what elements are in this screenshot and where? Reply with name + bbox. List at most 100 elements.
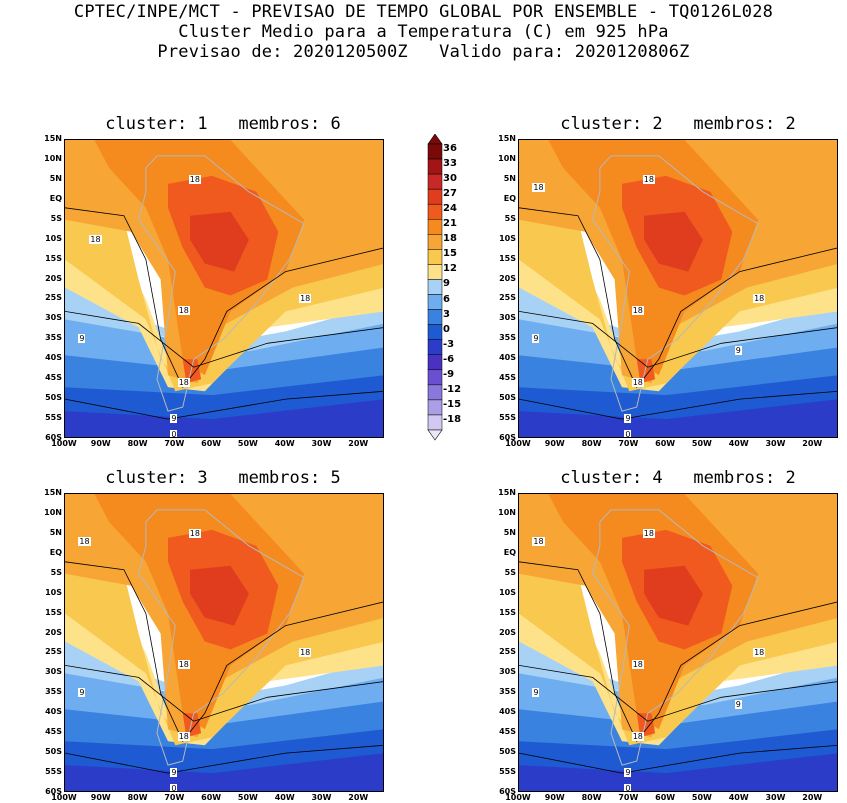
contour-line (65, 311, 383, 368)
contour-line (519, 311, 837, 368)
colorbar-label: -9 (443, 368, 455, 380)
band-6 (519, 633, 837, 726)
colorbar-swatch (427, 384, 443, 401)
coastline (592, 155, 759, 412)
lon-tick-label: 50W (237, 439, 258, 448)
contour-label: 18 (299, 648, 312, 658)
band-south-warm (636, 359, 656, 384)
colorbar-scale (427, 133, 443, 441)
contour-label: 9 (734, 700, 742, 710)
latitude-axis: 15N 10N 5N EQ 5S 10S 15S 20S 25S 30S 35S 40S 45S 50S 5… (34, 134, 62, 442)
lon-tick-label: 20W (802, 793, 823, 802)
contour-label: 18 (299, 294, 312, 304)
contour-label: 18 (177, 660, 190, 670)
lon-tick-label: 90W (90, 793, 111, 802)
band-south-warm (182, 713, 202, 738)
lon-tick-label: 40W (274, 793, 295, 802)
lon-tick-label: 60W (201, 439, 222, 448)
lon-tick-label: 50W (691, 793, 712, 802)
lon-tick-label: 100W (505, 793, 531, 802)
panel-title: cluster: 4 membros: 2 (560, 468, 796, 488)
band-6 (519, 279, 837, 372)
lat-tick-label: 55S (45, 413, 62, 423)
band-south-warm (636, 713, 656, 738)
contour-label: 18 (78, 536, 91, 546)
lat-tick-label: 60S (45, 787, 62, 796)
contour-line (519, 390, 837, 420)
map-panel: 18 18 18 18 9 9 18 9 0 (518, 139, 838, 438)
lon-tick-label: 60W (655, 793, 676, 802)
lat-tick-label: 25S (45, 293, 62, 303)
latitude-axis: 15N 10N 5N EQ 5S 10S 15S 20S 25S 30S 35S 40S 45S 50S 5… (488, 134, 516, 442)
longitude-axis: 100W 90W 80W 70W 60W 50W 40W 30W 20W (505, 439, 838, 449)
lat-tick-label: 25S (499, 647, 516, 657)
lat-tick-label: 45S (45, 373, 62, 383)
lat-tick-label: 10N (498, 153, 516, 163)
lon-tick-label: 30W (765, 439, 786, 448)
lat-tick-label: 30S (499, 667, 516, 677)
contour-label: 9 (532, 688, 540, 698)
contour-label: 18 (177, 378, 190, 388)
colorbar-label: -3 (443, 338, 455, 350)
lat-tick-label: 35S (499, 333, 516, 343)
lat-tick-label: 60S (45, 433, 62, 442)
colorbar-swatch (427, 203, 443, 220)
lon-tick-label: 20W (348, 439, 369, 448)
lat-tick-label: 15N (44, 488, 62, 497)
lat-tick-label: 5N (503, 173, 516, 183)
contour-label: 18 (188, 174, 201, 184)
colorbar-label: 30 (443, 173, 457, 185)
lon-tick-label: 80W (581, 439, 602, 448)
colorbar-swatch (427, 339, 443, 355)
lat-tick-label: 5S (504, 213, 516, 223)
lat-tick-label: 40S (45, 707, 62, 717)
contour-line (519, 561, 837, 742)
lon-tick-label: 70W (618, 439, 639, 448)
lat-tick-label: 50S (499, 393, 516, 403)
lat-tick-label: 10S (499, 233, 516, 243)
lon-tick-label: 40W (274, 439, 295, 448)
colorbar-label: -6 (443, 353, 455, 365)
lat-tick-label: 20S (45, 627, 62, 637)
band-15 (519, 561, 837, 746)
lat-tick-label: 50S (499, 747, 516, 757)
band-27 (190, 565, 249, 626)
contour-label: 18 (177, 732, 190, 742)
contour-label: 9 (78, 334, 86, 344)
lon-tick-label: 90W (544, 793, 565, 802)
lon-tick-label: 60W (201, 793, 222, 802)
band-15 (519, 207, 837, 392)
contour-label: 18 (631, 732, 644, 742)
map-panel: 18 18 18 18 9 18 9 0 (64, 139, 384, 438)
colorbar-label: -15 (443, 398, 462, 410)
colorbar-label: 9 (443, 278, 450, 290)
contour-label: 18 (642, 174, 655, 184)
lon-tick-label: 30W (765, 793, 786, 802)
colorbar-label: 33 (443, 158, 457, 170)
lat-tick-label: 30S (45, 313, 62, 323)
panel-title: cluster: 1 membros: 6 (105, 114, 341, 134)
lon-tick-label: 100W (505, 439, 531, 448)
contour-label: 18 (89, 234, 102, 244)
contour-label: 18 (753, 294, 766, 304)
colorbar-top-arrow (427, 133, 443, 145)
colorbar-label: 12 (443, 263, 457, 275)
contour-line (65, 390, 383, 420)
lat-tick-label: EQ (503, 547, 516, 557)
contour-label: 9 (170, 768, 178, 778)
lon-tick-label: 20W (348, 793, 369, 802)
lon-tick-label: 90W (90, 439, 111, 448)
lat-tick-label: 15S (45, 253, 62, 263)
lat-tick-label: 10N (44, 507, 62, 517)
temperature-map (65, 494, 383, 791)
contour-label: 9 (78, 688, 86, 698)
band-6 (65, 633, 383, 726)
colorbar-swatch (427, 173, 443, 190)
band-15 (65, 561, 383, 746)
contour-label: 0 (624, 784, 632, 792)
colorbar-swatch (427, 414, 443, 431)
lon-tick-label: 30W (311, 793, 332, 802)
colorbar-swatch (427, 158, 443, 175)
contour-label: 18 (753, 648, 766, 658)
colorbar-label: 3 (443, 308, 450, 320)
